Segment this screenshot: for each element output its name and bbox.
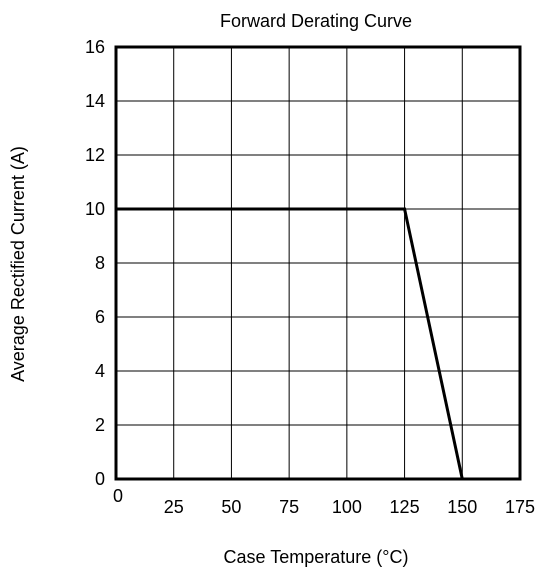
- x-tick-label-0: 0: [113, 486, 123, 506]
- x-tick-label-2: 50: [221, 497, 241, 517]
- y-tick-label-4: 8: [95, 253, 105, 273]
- y-tick-label-1: 2: [95, 415, 105, 435]
- y-tick-label-5: 10: [85, 199, 105, 219]
- y-tick-label-6: 12: [85, 145, 105, 165]
- series-line-0: [116, 207, 464, 480]
- y-tick-label-7: 14: [85, 91, 105, 111]
- x-axis-label: Case Temperature (°C): [224, 547, 409, 567]
- plot-frame: [114, 45, 522, 481]
- grid: [116, 47, 520, 479]
- x-tick-label-7: 175: [505, 497, 535, 517]
- x-tick-labels: 0 25 50 75 100 125 150 175: [113, 486, 535, 517]
- y-tick-label-8: 16: [85, 37, 105, 57]
- y-tick-labels: 0 2 4 6 8 10 12 14 16: [85, 37, 105, 489]
- x-tick-label-6: 150: [447, 497, 477, 517]
- series-layer: [116, 207, 464, 480]
- x-tick-label-1: 25: [164, 497, 184, 517]
- y-tick-label-2: 4: [95, 361, 105, 381]
- x-tick-label-3: 75: [279, 497, 299, 517]
- y-tick-label-0: 0: [95, 469, 105, 489]
- x-tick-label-5: 125: [390, 497, 420, 517]
- chart-title: Forward Derating Curve: [220, 11, 412, 31]
- x-tick-label-4: 100: [332, 497, 362, 517]
- y-tick-label-3: 6: [95, 307, 105, 327]
- y-axis-label: Average Rectified Current (A): [8, 146, 28, 382]
